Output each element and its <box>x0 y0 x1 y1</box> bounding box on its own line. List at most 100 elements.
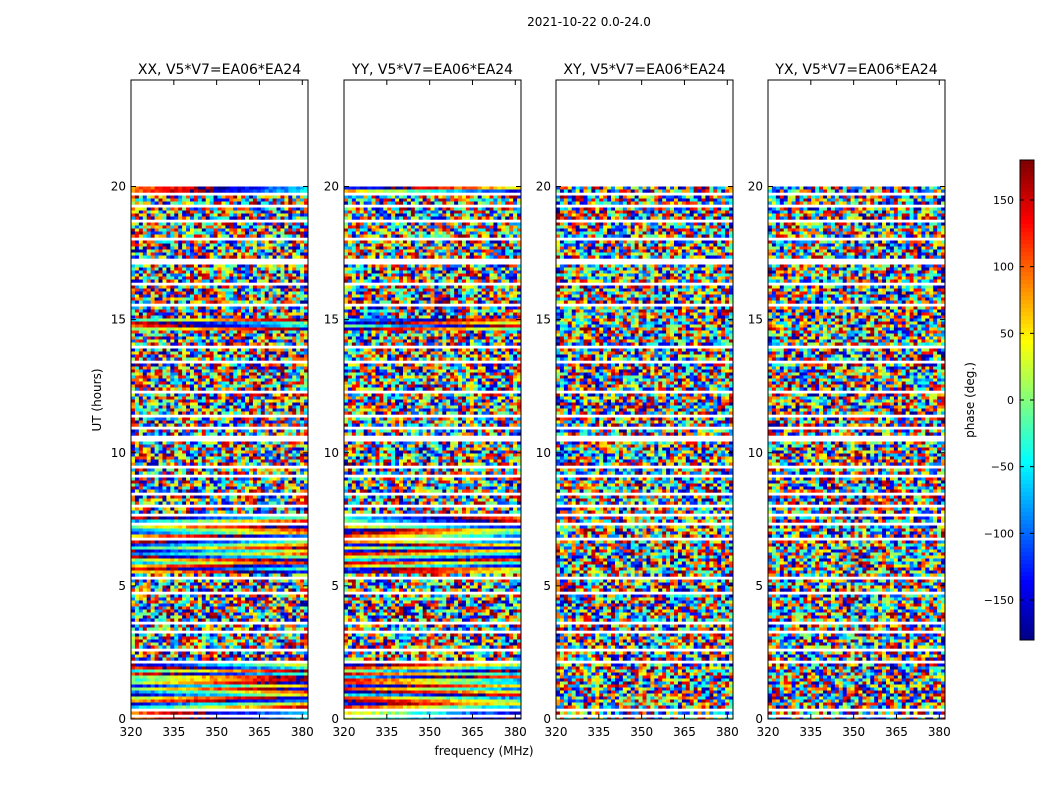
colorbar-segment <box>1020 368 1034 373</box>
colorbar-segment <box>1020 364 1034 369</box>
y-tick-label: 10 <box>111 446 126 460</box>
colorbar-segment <box>1020 324 1034 329</box>
colorbar: 150 100 50 0 −50 −100 −150 <box>984 159 1035 641</box>
y-tick-label: 10 <box>324 446 339 460</box>
y-tick-label: 10 <box>748 446 763 460</box>
colorbar-segment <box>1020 208 1034 213</box>
colorbar-segment <box>1020 356 1034 361</box>
colorbar-segment <box>1020 420 1034 425</box>
colorbar-segment <box>1020 244 1034 249</box>
colorbar-segment <box>1020 196 1034 201</box>
colorbar-segment <box>1020 484 1034 489</box>
x-tick-label: 335 <box>799 725 822 739</box>
colorbar-segment <box>1020 352 1034 357</box>
x-tick-label: 365 <box>248 725 271 739</box>
colorbar-segment <box>1020 292 1034 297</box>
x-tick-label: 320 <box>757 725 780 739</box>
colorbar-segment <box>1020 308 1034 313</box>
colorbar-segment <box>1020 596 1034 601</box>
colorbar-segment <box>1020 188 1034 193</box>
colorbar-segment <box>1020 456 1034 461</box>
colorbar-segment <box>1020 528 1034 533</box>
figure-suptitle: 2021-10-22 0.0-24.0 <box>527 15 651 29</box>
panel-title: YX, V5*V7=EA06*EA24 <box>774 62 937 78</box>
x-tick-label: 380 <box>928 725 951 739</box>
x-tick-label: 335 <box>375 725 398 739</box>
x-tick-label: 350 <box>418 725 441 739</box>
phase-heatmap-yy <box>344 186 521 719</box>
colorbar-segment <box>1020 240 1034 245</box>
y-tick-label: 20 <box>324 180 339 194</box>
colorbar-segment <box>1020 620 1034 625</box>
x-tick-label: 350 <box>205 725 228 739</box>
colorbar-segment <box>1020 280 1034 285</box>
colorbar-segment <box>1020 300 1034 305</box>
colorbar-segment <box>1020 592 1034 597</box>
colorbar-segment <box>1020 488 1034 493</box>
colorbar-segment <box>1020 408 1034 413</box>
colorbar-segment <box>1020 192 1034 197</box>
colorbar-segment <box>1020 512 1034 517</box>
colorbar-segment <box>1020 556 1034 561</box>
colorbar-segment <box>1020 268 1034 273</box>
y-tick-label: 0 <box>755 712 763 726</box>
x-tick-label: 335 <box>587 725 610 739</box>
colorbar-segment <box>1020 608 1034 613</box>
colorbar-segment <box>1020 248 1034 253</box>
colorbar-segment <box>1020 316 1034 321</box>
colorbar-segment <box>1020 336 1034 341</box>
x-tick-label: 320 <box>545 725 568 739</box>
colorbar-segment <box>1020 360 1034 365</box>
colorbar-segment <box>1020 576 1034 581</box>
colorbar-segment <box>1020 396 1034 401</box>
colorbar-segment <box>1020 500 1034 505</box>
panels-layer: XX, V5*V7=EA06*EA24 320 335 350 365 380 0 5 10 15… <box>111 62 951 739</box>
colorbar-tick-label: 100 <box>993 261 1014 274</box>
x-tick-label: 365 <box>461 725 484 739</box>
colorbar-segment <box>1020 164 1034 169</box>
colorbar-tick-label: 50 <box>1000 327 1014 340</box>
panel-frame <box>555 79 734 720</box>
colorbar-segment <box>1020 444 1034 449</box>
panel-yx: YX, V5*V7=EA06*EA24 320 335 350 365 380 0 5 10 15… <box>748 62 951 739</box>
y-tick-label: 5 <box>118 579 126 593</box>
colorbar-segment <box>1020 476 1034 481</box>
colorbar-segment <box>1020 540 1034 545</box>
colorbar-segment <box>1020 412 1034 417</box>
colorbar-segment <box>1020 616 1034 621</box>
colorbar-tick-label: 0 <box>1007 394 1014 407</box>
colorbar-segment <box>1020 572 1034 577</box>
x-tick-label: 350 <box>630 725 653 739</box>
colorbar-segment <box>1020 424 1034 429</box>
colorbar-segment <box>1020 204 1034 209</box>
colorbar-segment <box>1020 544 1034 549</box>
colorbar-segment <box>1020 492 1034 497</box>
colorbar-segment <box>1020 468 1034 473</box>
colorbar-segment <box>1020 460 1034 465</box>
colorbar-segment <box>1020 504 1034 509</box>
colorbar-segment <box>1020 160 1034 165</box>
colorbar-segment <box>1020 552 1034 557</box>
colorbar-segment <box>1020 580 1034 585</box>
colorbar-segment <box>1020 288 1034 293</box>
colorbar-segment <box>1020 584 1034 589</box>
colorbar-segment <box>1020 380 1034 385</box>
colorbar-segment <box>1020 320 1034 325</box>
colorbar-tick-label: −50 <box>991 461 1014 474</box>
phase-heatmap-yx <box>768 186 945 719</box>
colorbar-segment <box>1020 436 1034 441</box>
x-tick-label: 365 <box>885 725 908 739</box>
y-tick-label: 20 <box>536 180 551 194</box>
colorbar-segment <box>1020 224 1034 229</box>
y-tick-label: 15 <box>111 313 126 327</box>
colorbar-segment <box>1020 588 1034 593</box>
colorbar-segment <box>1020 272 1034 277</box>
colorbar-segment <box>1020 212 1034 217</box>
colorbar-label: phase (deg.) <box>963 362 977 438</box>
colorbar-segment <box>1020 220 1034 225</box>
colorbar-segment <box>1020 624 1034 629</box>
colorbar-segment <box>1020 632 1034 637</box>
colorbar-segment <box>1020 392 1034 397</box>
colorbar-segment <box>1020 372 1034 377</box>
colorbar-segment <box>1020 184 1034 189</box>
